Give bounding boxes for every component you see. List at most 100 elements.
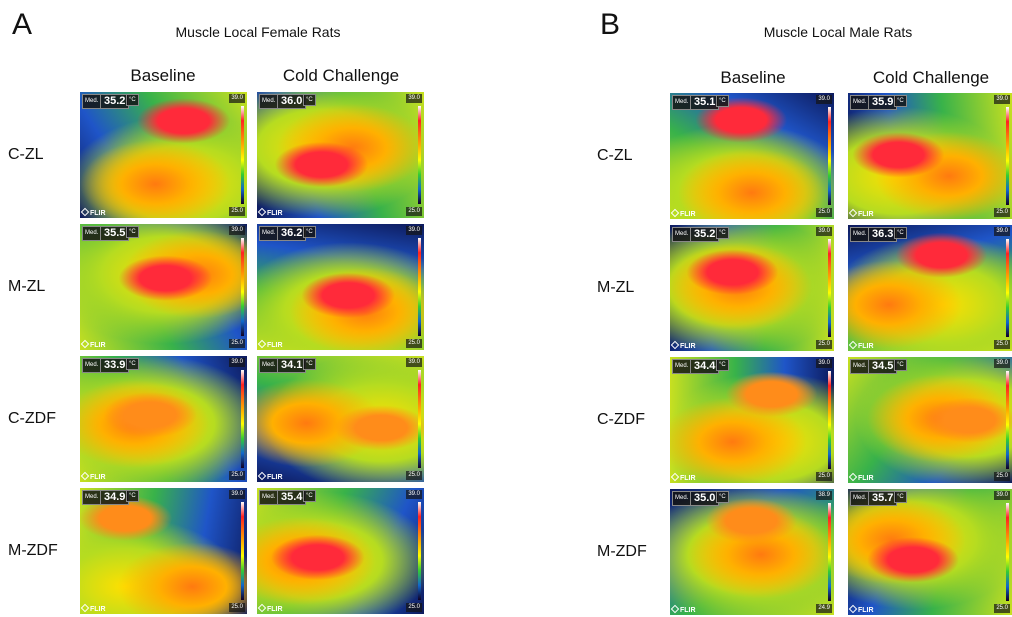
scale-min: 25.0 [406, 471, 422, 480]
scale-max: 39.0 [229, 94, 245, 103]
page: (() => { const data = JSON.parse(documen… [0, 0, 1012, 617]
scale-min: 25.0 [229, 603, 245, 612]
color-bar [828, 239, 831, 337]
color-bar [1006, 503, 1009, 601]
color-bar [241, 106, 244, 204]
brand-logo: FLIR [82, 473, 106, 481]
scale-max: 39.0 [816, 359, 832, 368]
scale-min: 25.0 [816, 472, 832, 481]
brand-logo: FLIR [82, 209, 106, 217]
temperature: 35.0 [690, 491, 719, 506]
unit-label: °C [303, 226, 316, 238]
brand-logo: FLIR [259, 341, 283, 349]
color-bar [1006, 371, 1009, 469]
color-bar [418, 502, 421, 600]
med-label: Med. [82, 490, 101, 505]
color-bar [828, 371, 831, 469]
column-header: Cold Challenge [283, 66, 399, 86]
med-label: Med. [672, 227, 691, 242]
row-label: M-ZDF [597, 543, 647, 561]
brand-logo: FLIR [850, 210, 874, 218]
row-label: C-ZL [597, 147, 633, 165]
med-label: Med. [850, 359, 869, 374]
med-label: Med. [672, 359, 691, 374]
color-bar [828, 107, 831, 205]
med-label: Med. [850, 491, 869, 506]
temperature: 34.1 [277, 358, 306, 373]
row-label: C-ZDF [8, 410, 56, 428]
brand-logo: FLIR [850, 606, 874, 614]
scale-min: 25.0 [816, 208, 832, 217]
unit-label: °C [716, 227, 729, 239]
color-bar [1006, 107, 1009, 205]
temperature: 34.5 [868, 359, 897, 374]
scale-min: 25.0 [994, 340, 1010, 349]
temperature: 36.0 [277, 94, 306, 109]
unit-label: °C [126, 490, 139, 502]
color-bar [418, 238, 421, 336]
unit-label: °C [303, 358, 316, 370]
temperature: 35.9 [868, 95, 897, 110]
med-label: Med. [672, 95, 691, 110]
row-label: M-ZL [597, 279, 634, 297]
med-label: Med. [82, 94, 101, 109]
scale-max: 38.9 [816, 491, 832, 500]
unit-label: °C [894, 227, 907, 239]
med-label: Med. [850, 227, 869, 242]
panel-title: Muscle Local Male Rats [764, 24, 913, 40]
column-header: Baseline [720, 68, 785, 88]
scale-max: 39.0 [229, 358, 245, 367]
scale-min: 25.0 [229, 207, 245, 216]
scale-min: 24.9 [816, 604, 832, 613]
temperature: 33.9 [100, 358, 129, 373]
brand-logo: FLIR [82, 605, 106, 613]
row-label: C-ZL [8, 146, 44, 164]
med-label: Med. [672, 491, 691, 506]
temperature: 35.1 [690, 95, 719, 110]
brand-logo: FLIR [82, 341, 106, 349]
unit-label: °C [303, 490, 316, 502]
med-label: Med. [259, 94, 278, 109]
column-header: Baseline [130, 66, 195, 86]
scale-max: 39.0 [994, 95, 1010, 104]
unit-label: °C [716, 491, 729, 503]
scale-max: 39.0 [816, 227, 832, 236]
unit-label: °C [716, 359, 729, 371]
brand-logo: FLIR [672, 342, 696, 350]
row-label: M-ZL [8, 278, 45, 296]
unit-label: °C [894, 491, 907, 503]
scale-max: 39.0 [816, 95, 832, 104]
color-bar [241, 238, 244, 336]
scale-min: 25.0 [994, 208, 1010, 217]
temperature: 35.4 [277, 490, 306, 505]
unit-label: °C [126, 94, 139, 106]
color-bar [418, 106, 421, 204]
brand-logo: FLIR [850, 474, 874, 482]
color-bar [241, 370, 244, 468]
scale-min: 25.0 [229, 339, 245, 348]
scale-max: 39.0 [406, 94, 422, 103]
scale-max: 39.0 [229, 226, 245, 235]
brand-logo: FLIR [259, 209, 283, 217]
unit-label: °C [894, 359, 907, 371]
med-label: Med. [259, 226, 278, 241]
scale-max: 39.0 [994, 227, 1010, 236]
unit-label: °C [126, 358, 139, 370]
med-label: Med. [259, 358, 278, 373]
color-bar [241, 502, 244, 600]
scale-max: 39.0 [406, 226, 422, 235]
scale-min: 25.0 [994, 604, 1010, 613]
